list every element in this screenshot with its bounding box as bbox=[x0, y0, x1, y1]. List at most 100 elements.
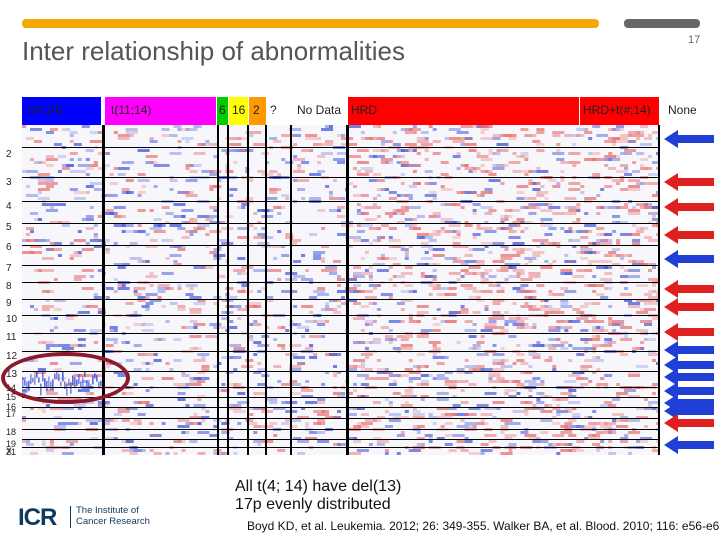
heatmap-cell bbox=[392, 347, 401, 350]
heatmap-cell bbox=[396, 434, 405, 437]
heatmap-cell bbox=[372, 302, 377, 305]
heatmap-cell bbox=[129, 452, 138, 455]
heatmap-cell bbox=[460, 308, 469, 311]
heatmap-cell bbox=[392, 392, 401, 395]
heatmap-cell bbox=[30, 230, 34, 233]
heatmap-cell bbox=[412, 410, 421, 413]
heatmap-cell bbox=[257, 362, 262, 365]
heatmap-cell bbox=[388, 413, 401, 416]
heatmap-cell bbox=[492, 311, 501, 314]
heatmap-cell bbox=[253, 425, 262, 428]
heatmap-cell bbox=[77, 230, 82, 233]
heatmap-cell bbox=[301, 389, 314, 392]
heatmap-cell bbox=[253, 371, 262, 374]
heatmap-cell bbox=[492, 242, 505, 245]
heatmap-cell bbox=[580, 383, 589, 386]
heatmap-cell bbox=[480, 335, 485, 338]
heatmap-cell bbox=[600, 425, 613, 428]
heatmap-cell bbox=[285, 221, 294, 224]
heatmap-cell bbox=[452, 236, 461, 239]
heatmap-cell bbox=[197, 299, 206, 302]
group-label: 16 bbox=[232, 103, 246, 117]
heatmap-cell bbox=[636, 416, 649, 419]
heatmap-cell bbox=[392, 131, 397, 134]
heatmap-cell bbox=[253, 320, 258, 323]
heatmap-cell bbox=[225, 371, 234, 374]
heatmap-cell bbox=[205, 218, 214, 221]
heatmap-cell bbox=[412, 413, 425, 416]
heatmap-cell bbox=[57, 344, 70, 347]
heatmap-cell bbox=[253, 341, 262, 344]
heatmap-cell bbox=[652, 215, 656, 218]
heatmap-cell bbox=[408, 164, 421, 167]
heatmap-cell bbox=[53, 317, 58, 320]
heatmap-cell bbox=[161, 206, 170, 209]
heatmap-cell bbox=[121, 263, 130, 266]
heatmap-cell bbox=[540, 410, 553, 413]
arrow-red-icon bbox=[664, 414, 716, 432]
heatmap-cell bbox=[616, 239, 621, 242]
heatmap-cell bbox=[281, 326, 286, 329]
heatmap-cell bbox=[400, 212, 405, 215]
heatmap-cell bbox=[360, 272, 373, 275]
heatmap-cell bbox=[380, 158, 393, 161]
heatmap-cell bbox=[556, 413, 561, 416]
heatmap-cell bbox=[376, 284, 381, 287]
group-header-2: 2 bbox=[249, 97, 267, 125]
heatmap-cell bbox=[452, 242, 461, 245]
heatmap-cell bbox=[153, 164, 162, 167]
heatmap-cell bbox=[400, 149, 409, 152]
heatmap-cell bbox=[616, 206, 629, 209]
heatmap-cell bbox=[592, 302, 601, 305]
heatmap-cell bbox=[333, 374, 337, 377]
heatmap-cell bbox=[26, 137, 34, 140]
heatmap-cell bbox=[53, 278, 58, 281]
heatmap-cell bbox=[364, 356, 369, 359]
heatmap-cell bbox=[524, 227, 529, 230]
heatmap-cell bbox=[329, 416, 341, 419]
heatmap-cell bbox=[349, 368, 357, 371]
heatmap-cell bbox=[464, 260, 477, 263]
heatmap-cell bbox=[640, 227, 649, 230]
heatmap-cell bbox=[528, 365, 533, 368]
heatmap-cell bbox=[592, 173, 601, 176]
heatmap-cell bbox=[536, 191, 541, 194]
heatmap-cell bbox=[368, 341, 381, 344]
heatmap-cell bbox=[472, 290, 481, 293]
heatmap-cell bbox=[540, 419, 553, 422]
heatmap-cell bbox=[257, 290, 262, 293]
heatmap-cell bbox=[644, 308, 656, 311]
heatmap-cell bbox=[604, 338, 613, 341]
heatmap-cell bbox=[65, 164, 74, 167]
heatmap-cell bbox=[444, 293, 457, 296]
heatmap-cell bbox=[592, 359, 605, 362]
heatmap-cell bbox=[30, 407, 34, 410]
heatmap-cell bbox=[532, 404, 537, 407]
heatmap-cell bbox=[197, 371, 206, 374]
heatmap-cell bbox=[528, 197, 537, 200]
heatmap-cell bbox=[400, 173, 405, 176]
heatmap-cell bbox=[568, 239, 573, 242]
chromosome-label: 15 bbox=[6, 392, 17, 402]
heatmap-cell bbox=[548, 443, 553, 446]
heatmap-cell bbox=[468, 383, 477, 386]
heatmap-cell bbox=[432, 317, 437, 320]
heatmap-cell bbox=[576, 218, 581, 221]
heatmap-cell bbox=[440, 221, 445, 224]
heatmap-cell bbox=[125, 359, 134, 362]
heatmap-cell bbox=[480, 137, 493, 140]
heatmap-cell bbox=[588, 251, 597, 254]
heatmap-cell bbox=[277, 380, 282, 383]
heatmap-cell bbox=[384, 398, 389, 401]
heatmap-cell bbox=[480, 452, 485, 455]
heatmap-cell bbox=[440, 203, 453, 206]
heatmap-cell bbox=[496, 380, 509, 383]
heatmap-cell bbox=[177, 191, 190, 194]
heatmap-cell bbox=[484, 323, 497, 326]
heatmap-cell bbox=[452, 245, 465, 248]
heatmap-cell bbox=[644, 236, 652, 239]
heatmap-cell bbox=[624, 269, 629, 272]
heatmap-cell bbox=[193, 359, 206, 362]
heatmap-cell bbox=[368, 323, 373, 326]
heatmap-cell bbox=[648, 338, 656, 341]
